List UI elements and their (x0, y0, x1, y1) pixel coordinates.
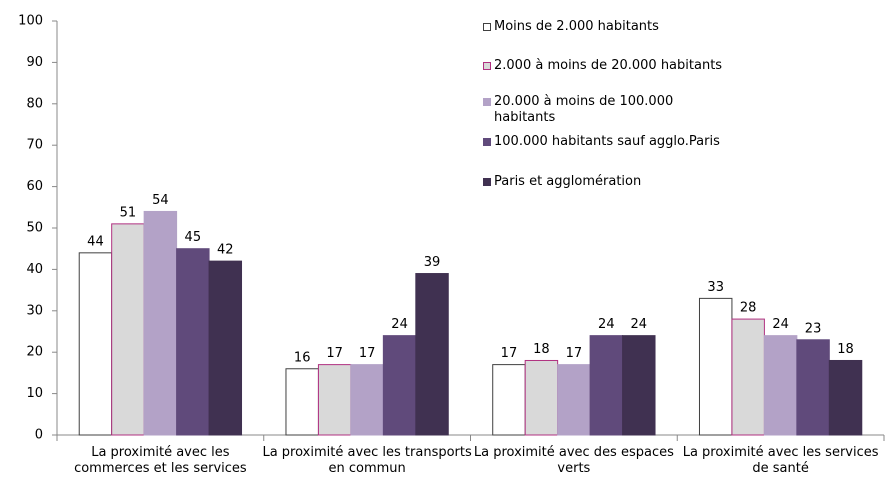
data-label: 51 (120, 205, 137, 220)
data-label: 18 (837, 342, 854, 357)
y-tick-label: 70 (26, 138, 43, 153)
y-tick-label: 10 (26, 386, 43, 401)
bar (557, 364, 591, 436)
y-tick-label: 0 (35, 428, 43, 443)
y-tick-label: 40 (26, 262, 43, 277)
legend-swatch (483, 98, 491, 106)
x-tick-label: La proximité avec les commerces et les s… (74, 445, 247, 476)
x-tick-label: La proximité avec les services de santé (682, 445, 879, 476)
x-tick-label-box: La proximité avec des espaces verts (473, 445, 674, 476)
legend-swatch (483, 178, 491, 186)
bar (208, 260, 243, 436)
y-tick-label: 80 (26, 96, 43, 111)
data-label: 24 (631, 317, 648, 332)
data-label: 24 (598, 317, 615, 332)
x-tick-label-box: La proximité avec les services de santé (682, 445, 879, 476)
bar (382, 335, 417, 436)
data-label: 24 (772, 317, 789, 332)
legend-item: Paris et agglomération (483, 174, 723, 190)
y-tick-label: 60 (26, 179, 43, 194)
legend-label: 2.000 à moins de 20.000 habitants (494, 58, 723, 73)
bar (698, 297, 733, 436)
bar (111, 223, 145, 436)
bar (589, 335, 624, 436)
legend-swatch (483, 23, 491, 31)
data-label: 24 (391, 317, 408, 332)
data-label: 17 (501, 346, 518, 361)
bar (78, 252, 113, 436)
y-tick-label: 90 (26, 55, 43, 70)
bar (492, 364, 526, 436)
data-label: 33 (707, 280, 724, 295)
bar (143, 210, 178, 436)
legend-label: Paris et agglomération (494, 174, 642, 189)
data-label: 44 (87, 234, 104, 249)
y-tick-label: 50 (26, 221, 43, 236)
bar (828, 359, 863, 436)
data-label: 28 (740, 301, 757, 316)
legend-label: 100.000 habitants sauf agglo.Paris (494, 134, 720, 149)
x-tick-label: La proximité avec les transports en comm… (262, 445, 472, 476)
bar (731, 318, 765, 436)
data-label: 16 (294, 350, 311, 365)
legend-item: 100.000 habitants sauf agglo.Paris (483, 134, 723, 150)
data-label: 54 (152, 193, 169, 208)
bar (763, 335, 798, 436)
data-label: 17 (566, 346, 583, 361)
bar (317, 364, 352, 436)
legend-item: Moins de 2.000 habitants (483, 19, 723, 35)
bar (622, 335, 656, 436)
data-label: 18 (533, 342, 550, 357)
bar (176, 248, 210, 436)
legend-label: Moins de 2.000 habitants (494, 19, 659, 34)
x-tick-label-box: La proximité avec les transports en comm… (262, 445, 472, 476)
data-label: 17 (326, 346, 343, 361)
data-label: 45 (185, 230, 202, 245)
bar (796, 339, 830, 436)
legend-swatch (483, 138, 491, 146)
x-tick-label-box: La proximité avec les commerces et les s… (74, 445, 247, 476)
data-label: 17 (359, 346, 376, 361)
legend-item: 20.000 à moins de 100.000 habitants (483, 94, 723, 126)
bar (350, 364, 384, 436)
y-tick-label: 30 (26, 303, 43, 318)
legend-swatch (483, 62, 491, 70)
data-label: 39 (424, 255, 441, 270)
bar (524, 359, 559, 436)
legend-item: 2.000 à moins de 20.000 habitants (483, 58, 723, 74)
data-label: 23 (805, 321, 822, 336)
y-tick-label: 100 (18, 14, 43, 29)
legend-label: 20.000 à moins de 100.000 habitants (494, 94, 674, 125)
y-tick-label: 20 (26, 345, 43, 360)
bar (415, 273, 449, 436)
x-tick-label: La proximité avec des espaces verts (473, 445, 674, 476)
data-label: 42 (217, 243, 234, 258)
bar (285, 368, 319, 436)
